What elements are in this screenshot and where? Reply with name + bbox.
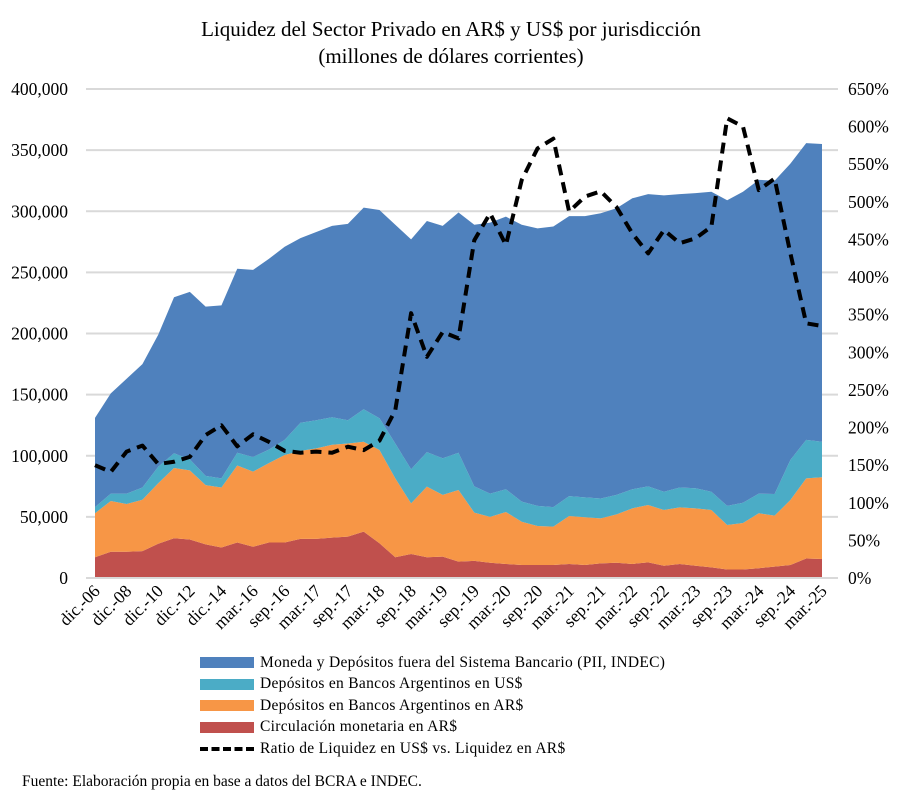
legend-label: Circulación monetaria en AR$ xyxy=(260,718,458,736)
legend-item-teal: Depósitos en Bancos Argentinos en US$ xyxy=(200,674,665,696)
legend-swatch xyxy=(200,721,254,733)
legend-item-ratio: Ratio de Liquidez en US$ vs. Liquidez en… xyxy=(200,738,665,760)
legend-item-orange: Depósitos en Bancos Argentinos en AR$ xyxy=(200,695,665,717)
legend-swatch xyxy=(200,657,254,669)
y-tick-label: 400,000 xyxy=(11,79,68,99)
chart-subtitle: (millones de dólares corrientes) xyxy=(318,44,584,68)
y-tick-label: 150,000 xyxy=(11,385,68,405)
y2-tick-label: 650% xyxy=(848,79,889,99)
y2-tick-label: 500% xyxy=(848,192,889,212)
y2-tick-label: 250% xyxy=(848,380,889,400)
y2-tick-label: 200% xyxy=(848,418,889,438)
y-tick-label: 300,000 xyxy=(11,201,68,221)
y2-tick-label: 150% xyxy=(848,455,889,475)
y2-tick-label: 450% xyxy=(848,229,889,249)
legend-item-blue: Moneda y Depósitos fuera del Sistema Ban… xyxy=(200,652,665,674)
y-tick-label: 100,000 xyxy=(11,446,68,466)
y2-tick-label: 0% xyxy=(848,568,871,588)
y-tick-label: 50,000 xyxy=(20,507,68,527)
y2-tick-label: 300% xyxy=(848,342,889,362)
legend-label: Moneda y Depósitos fuera del Sistema Ban… xyxy=(260,653,666,671)
legend-item-red: Circulación monetaria en AR$ xyxy=(200,717,665,739)
legend-label: Depósitos en Bancos Argentinos en US$ xyxy=(260,675,523,693)
y2-tick-label: 400% xyxy=(848,267,889,287)
y2-tick-label: 50% xyxy=(848,530,880,550)
source-note: Fuente: Elaboración propia en base a dat… xyxy=(22,773,422,790)
legend: Moneda y Depósitos fuera del Sistema Ban… xyxy=(200,652,665,760)
y-tick-label: 200,000 xyxy=(11,324,68,344)
area-circulaci-n-monetaria-en-ar xyxy=(95,531,822,578)
area-dep-sitos-en-bancos-argentinos-en-us xyxy=(95,409,822,527)
y2-tick-label: 100% xyxy=(848,493,889,513)
y2-tick-label: 350% xyxy=(848,305,889,325)
legend-swatch xyxy=(200,700,254,712)
y-tick-label: 0 xyxy=(59,568,68,588)
ratio-line xyxy=(94,116,823,474)
area-moneda-y-dep-sitos-fuera-del-sistema-bancario-pii-indec xyxy=(95,143,822,508)
area-dep-sitos-en-bancos-argentinos-en-ar xyxy=(95,441,822,570)
y2-tick-label: 600% xyxy=(848,117,889,137)
legend-dash xyxy=(200,746,254,751)
legend-label: Ratio de Liquidez en US$ vs. Liquidez en… xyxy=(260,739,566,757)
chart-title: Liquidez del Sector Privado en AR$ y US$… xyxy=(201,17,701,41)
legend-swatch xyxy=(200,678,254,690)
y-tick-label: 250,000 xyxy=(11,262,68,282)
y-tick-label: 350,000 xyxy=(11,140,68,160)
y2-tick-label: 550% xyxy=(848,154,889,174)
legend-label: Depósitos en Bancos Argentinos en AR$ xyxy=(260,696,524,714)
